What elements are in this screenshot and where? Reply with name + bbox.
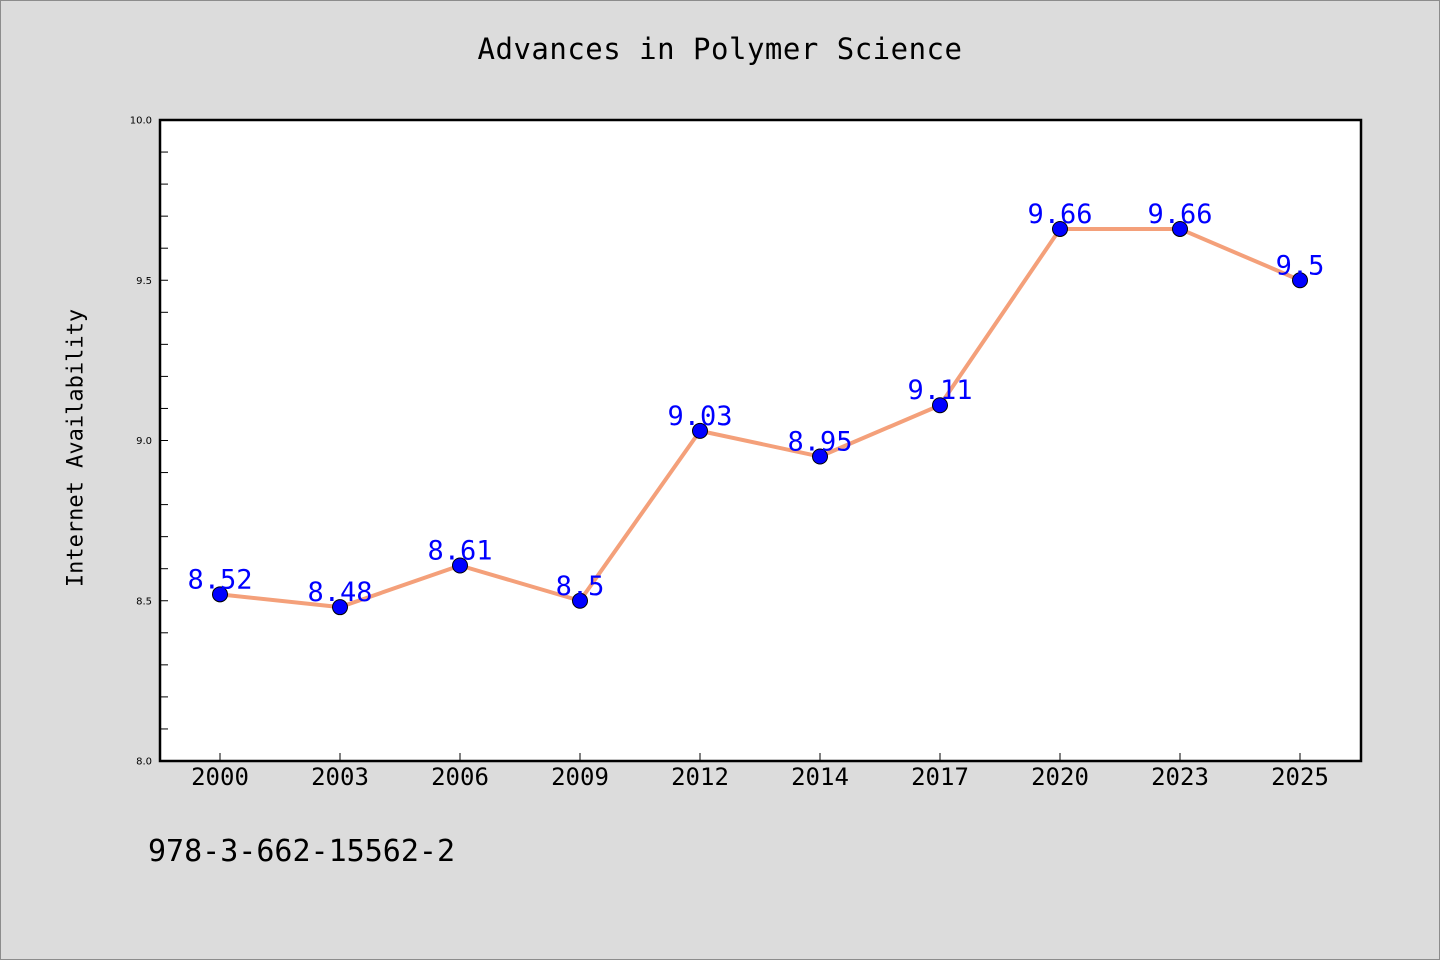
data-label: 8.95	[787, 427, 852, 458]
data-label: 8.48	[307, 577, 372, 608]
data-point	[452, 557, 468, 574]
x-tick-label: 2025	[1271, 763, 1329, 791]
data-label: 8.5	[556, 571, 605, 602]
data-point	[572, 592, 588, 609]
data-point	[212, 586, 228, 603]
series-line	[219, 226, 1301, 610]
series-layer: 8.52 8.48 8.61 8.5 9.03 8.95 9.11 9.66 9.66 9.5	[187, 199, 1325, 616]
data-point	[1172, 220, 1188, 237]
data-point	[692, 422, 708, 439]
x-tick-label: 2023	[1151, 763, 1209, 791]
x-tick-label: 2014	[791, 763, 849, 791]
data-label: 8.52	[187, 564, 252, 595]
x-tick-label: 2017	[911, 763, 969, 791]
y-tick-label: 10.0	[130, 116, 152, 127]
y-tick-label: 8.0	[136, 757, 152, 768]
data-label: 9.5	[1276, 250, 1325, 281]
chart-title: Advances in Polymer Science	[477, 32, 963, 66]
y-tick-label: 9.0	[136, 436, 152, 447]
data-label: 9.11	[907, 375, 972, 406]
data-label: 9.66	[1027, 199, 1092, 230]
y-tick-label: 8.5	[136, 596, 152, 607]
footnote-isbn: 978-3-662-15562-2	[148, 834, 456, 869]
plot-area	[160, 120, 1361, 761]
x-tick-label: 2020	[1031, 763, 1089, 791]
data-point	[932, 397, 948, 414]
x-tick-label: 2000	[191, 763, 249, 791]
data-label: 8.61	[427, 535, 492, 566]
data-point	[1052, 220, 1068, 237]
plot-border	[158, 118, 1363, 763]
data-point	[812, 448, 828, 465]
x-tick-label: 2009	[551, 763, 609, 791]
y-tick-label: 9.5	[136, 276, 152, 287]
data-label: 9.66	[1147, 199, 1212, 230]
x-tick-label: 2012	[671, 763, 729, 791]
data-point	[1292, 272, 1308, 289]
data-label: 9.03	[667, 401, 732, 432]
x-tick-label: 2006	[431, 763, 489, 791]
x-axis-ticks: 2000 2003 2006 2009 2012 2014 2017 2020 2023 2025	[191, 753, 1329, 791]
data-point	[332, 599, 348, 616]
x-tick-label: 2003	[311, 763, 369, 791]
